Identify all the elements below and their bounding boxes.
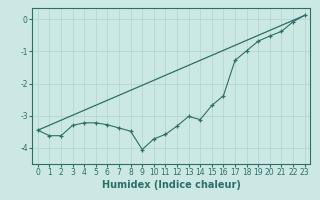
X-axis label: Humidex (Indice chaleur): Humidex (Indice chaleur) [102,180,241,190]
